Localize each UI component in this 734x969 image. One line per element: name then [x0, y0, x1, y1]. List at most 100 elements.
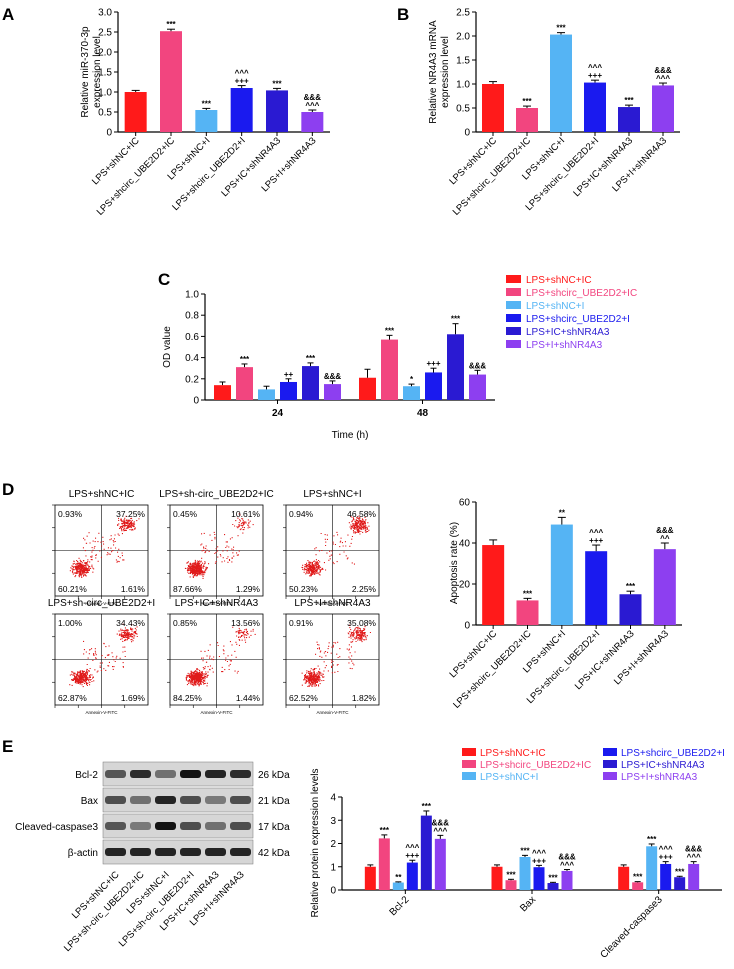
panel-c-legend-label: LPS+shcirc_UBE2D2+IC	[526, 288, 637, 299]
panel-b-sig-label: &&&	[654, 66, 672, 75]
panel-e-sig-label: **	[395, 873, 402, 882]
panel-d-flow-axis-label: Annexin-V-FITC	[200, 710, 233, 715]
panel-e-band	[105, 796, 126, 804]
panel-c-y-axis-label: OD value	[162, 326, 173, 368]
panel-c-x-tick-label: 24	[272, 408, 284, 419]
panel-e-band	[105, 822, 126, 830]
panel-c-sig-label: ***	[306, 354, 316, 363]
panel-e-band	[130, 822, 151, 830]
panel-e-y-axis-label: Relative protein expression levels	[310, 769, 321, 918]
panel-d-flow-events	[69, 623, 138, 688]
panel-e-bar	[519, 856, 531, 890]
panel-d-quadrant-value: 1.61%	[121, 584, 146, 594]
panel-d-flow-axis-label: Annexin-V-FITC	[316, 601, 349, 606]
panel-d-quadrant-value: 1.29%	[236, 584, 261, 594]
panel-d-quadrant-value: 50.23%	[289, 584, 318, 594]
panel-e-sig-label: +++	[532, 856, 546, 865]
panel-d-flow-axis-label: Annexin-V-FITC	[85, 710, 118, 715]
panel-b-sig-label: ^^^	[588, 63, 602, 72]
panel-c-sig-label: ***	[451, 315, 461, 324]
panel-e-legend-swatch	[603, 772, 617, 780]
panel-c-legend-label: LPS+IC+shNR4A3	[526, 327, 610, 338]
panel-d-sig-label: **	[559, 508, 566, 517]
panel-c-letter: C	[158, 270, 170, 289]
panel-e-blot-strip	[102, 761, 254, 787]
panel-b-bar	[584, 82, 606, 132]
panel-d-bar	[585, 551, 608, 625]
panel-d-quadrant-value: 0.85%	[173, 618, 198, 628]
panel-e-band	[105, 770, 126, 778]
panel-e-blot: Bcl-2 26 kDa Bax 21 kDa Cleaved-caspase3 17 k…	[15, 761, 290, 954]
panel-d-quadrant-value: 1.44%	[236, 693, 261, 703]
panel-e-bar	[392, 882, 404, 890]
panel-a-sig-label: ^^^	[235, 69, 249, 78]
panel-d-bar	[516, 600, 539, 625]
panel-a-y-tick-label: 0.5	[98, 108, 112, 119]
panel-c-legend-swatch	[506, 327, 521, 335]
panel-e-sig-label: ***	[647, 835, 657, 844]
panel-e-sig-label: ***	[548, 873, 558, 882]
panel-a-bar	[301, 112, 324, 132]
panel-d-bar	[619, 594, 642, 625]
panel-e-sig-label: +++	[659, 853, 673, 862]
panel-b-y-tick-label: 1.0	[456, 80, 470, 91]
panel-e-band	[230, 822, 251, 830]
panel-e-legend-label: LPS+shNC+IC	[480, 748, 546, 759]
panel-c-legend-label: LPS+shcirc_UBE2D2+I	[526, 314, 630, 325]
panel-d-flow-title: LPS+IC+shNR4A3	[175, 598, 259, 609]
panel-d-bar	[653, 549, 676, 625]
panel-e-band	[130, 770, 151, 778]
panel-b-y-tick-label: 1.5	[456, 56, 470, 67]
panel-e-band	[205, 822, 226, 830]
panel-e-legend-swatch	[462, 760, 476, 768]
panel-e-blot-strip	[102, 839, 254, 865]
panel-e-band	[130, 796, 151, 804]
panel-e-x-tick-label: Bcl-2	[388, 894, 412, 918]
panel-e-size-label: 17 kDa	[258, 822, 290, 833]
panel-c-sig-label: +++	[426, 359, 440, 368]
panel-c-legend-label: LPS+I+shNR4A3	[526, 340, 603, 351]
panel-d-x-tick-label: LPS+IC+shNR4A3	[573, 628, 637, 692]
panel-e-band	[155, 848, 176, 856]
panel-c-bar	[302, 366, 319, 400]
panel-a-bar	[230, 88, 253, 132]
panel-c-x-tick-label: 48	[417, 408, 429, 419]
panel-a-sig-label: ^^^	[305, 101, 319, 110]
panel-a-sig-label: &&&	[304, 93, 322, 102]
panel-a-letter: A	[2, 5, 14, 24]
panel-c-bar	[425, 372, 442, 400]
panel-e-sig-label: ^^^	[532, 848, 546, 857]
panel-d-y-tick-label: 40	[459, 539, 471, 550]
panel-b-sig-label: ***	[522, 97, 532, 106]
panel-d-y-axis-label: Apoptosis rate (%)	[449, 522, 460, 604]
panel-e-band	[180, 770, 201, 778]
panel-b-sig-label: ***	[556, 24, 566, 33]
panel-d-sig-label: ***	[626, 582, 636, 591]
panel-d-letter: D	[2, 480, 14, 499]
panel-e-legend-swatch	[603, 760, 617, 768]
panel-d-bar	[550, 524, 573, 625]
panel-d-quadrant-value: 13.56%	[231, 618, 260, 628]
panel-e-sig-label: &&&	[685, 845, 703, 854]
panel-a-y-tick-label: 3.0	[98, 8, 112, 19]
panel-c-bar	[359, 377, 376, 400]
panel-e-blot-strip	[102, 813, 254, 839]
panel-b-sig-label: ***	[624, 96, 634, 105]
panel-e-y-tick-label: 1	[330, 862, 336, 873]
panel-a-bar	[195, 110, 218, 132]
panel-e-bar	[491, 866, 503, 890]
panel-c-y-tick-label: 0.2	[185, 374, 199, 385]
panel-e-protein-label: Bax	[81, 796, 98, 807]
panel-c-bar	[324, 384, 341, 400]
panel-e-band	[130, 848, 151, 856]
panel-d-quadrant-value: 84.25%	[173, 693, 202, 703]
panel-a-y-tick-label: 1.5	[98, 68, 112, 79]
panel-e-bar	[420, 815, 432, 890]
panel-d-bar	[482, 545, 505, 625]
panel-d-flow: LPS+shNC+IC 0.93% 37.25% 60.21% 1.61% Annexin…	[48, 489, 380, 715]
panel-d-quadrant-value: 46.58%	[347, 509, 376, 519]
panel-e-protein-label: β-actin	[68, 848, 98, 859]
panel-a-bar	[124, 92, 147, 132]
panel-e-legend-label: LPS+shNC+I	[480, 772, 538, 783]
panel-c-bar	[381, 339, 398, 400]
